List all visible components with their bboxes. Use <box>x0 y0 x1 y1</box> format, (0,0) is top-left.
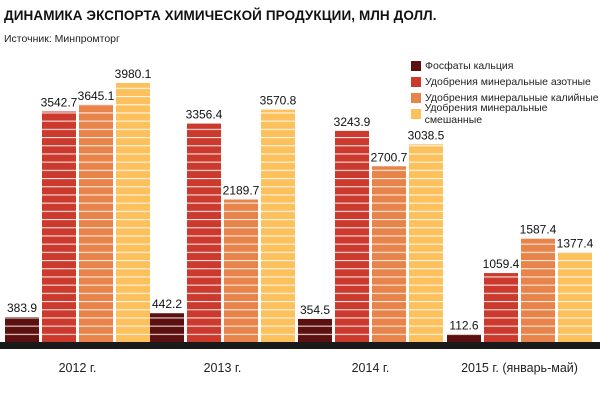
legend-swatch <box>411 109 421 119</box>
legend-label: Удобрения минеральные калийные <box>425 92 599 104</box>
data-label: 3356.4 <box>186 108 223 122</box>
bar-stripes <box>187 123 221 343</box>
bar-stripes <box>298 318 332 342</box>
legend-item-nitrogen-fertilizers: Удобрения минеральные азотные <box>411 74 600 90</box>
data-label: 2700.7 <box>371 150 408 164</box>
legend-label: Фосфаты кальция <box>425 60 514 72</box>
data-label: 3038.5 <box>408 128 445 142</box>
bar-stripes <box>150 313 184 342</box>
chart-source: Источник: Минпромторг <box>4 33 120 45</box>
bar-stripes <box>521 238 555 342</box>
data-label: 3570.8 <box>260 94 297 108</box>
bar-stripes <box>116 83 150 342</box>
data-label: 3243.9 <box>334 115 371 129</box>
bar-stripes <box>335 130 369 342</box>
x-tick-label: 2013 г. <box>204 361 242 375</box>
legend-swatch <box>411 93 421 103</box>
legend-swatch <box>411 77 421 87</box>
legend-item-mixed-fertilizers: Удобрения минеральные смешанные <box>411 102 600 126</box>
x-tick-label: 2012 г. <box>59 361 97 375</box>
legend-item-calcium-phosphates: Фосфаты кальция <box>411 58 600 74</box>
legend-label: Удобрения минеральные смешанные <box>424 102 548 126</box>
bar-stripes <box>224 199 258 342</box>
data-label: 112.6 <box>449 319 478 333</box>
bar-stripes <box>79 104 113 342</box>
chart-title: ДИНАМИКА ЭКСПОРТА ХИМИЧЕСКОЙ ПРОДУКЦИИ, … <box>4 8 437 23</box>
x-tick-label: 2015 г. (январь-май) <box>461 361 578 375</box>
data-label: 3542.7 <box>41 95 78 109</box>
data-label: 1377.4 <box>557 236 594 250</box>
bar-stripes <box>447 334 481 342</box>
data-label: 2189.7 <box>223 184 260 198</box>
bar-stripes <box>484 273 518 342</box>
chart-legend: Фосфаты кальция Удобрения минеральные аз… <box>411 58 600 126</box>
data-label: 442.2 <box>152 297 182 311</box>
bar-stripes <box>558 252 592 342</box>
data-label: 354.5 <box>300 303 330 317</box>
bar-stripes <box>261 109 295 343</box>
data-label: 383.9 <box>7 301 37 315</box>
data-label: 1059.4 <box>483 257 520 271</box>
x-tick-label: 2014 г. <box>352 361 390 375</box>
bar-stripes <box>409 144 443 342</box>
bar-stripes <box>5 317 39 342</box>
bar-stripes <box>42 111 76 342</box>
legend-item-potash-fertilizers: Удобрения минеральные калийные <box>411 90 600 106</box>
data-label: 3980.1 <box>115 67 152 81</box>
data-label: 1587.4 <box>520 223 557 237</box>
legend-label: Удобрения минеральные азотные <box>425 76 591 88</box>
bar-stripes <box>372 166 406 342</box>
legend-swatch <box>411 61 421 71</box>
x-axis-baseline <box>0 342 600 349</box>
data-label: 3645.1 <box>78 89 115 103</box>
